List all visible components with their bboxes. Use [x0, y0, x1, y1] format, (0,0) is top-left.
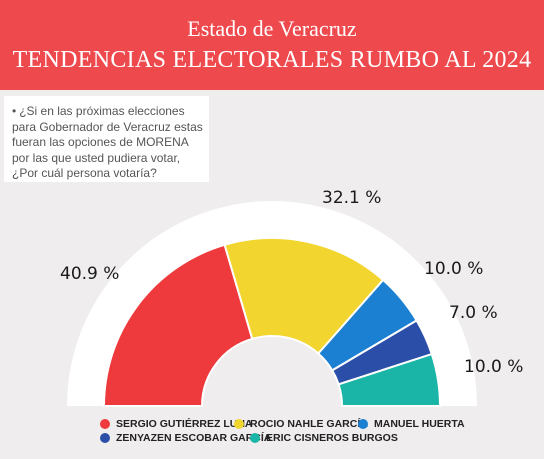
legend-swatch-0	[100, 419, 110, 429]
slice-0	[102, 243, 254, 407]
legend-swatch-1	[234, 419, 244, 429]
legend-item-2: MANUEL HUERTA	[358, 418, 465, 430]
slice-4	[337, 352, 442, 407]
legend-label-0: SERGIO GUTIÉRREZ LUNA	[116, 418, 253, 430]
legend-label-3: ZENYAZEN ESCOBAR GARCÍA	[116, 432, 272, 444]
header-state: Estado de Veracruz	[187, 16, 357, 41]
legend-item-3: ZENYAZEN ESCOBAR GARCÍA	[100, 432, 271, 444]
legend-item-4: ERIC CISNEROS BURGOS	[250, 432, 398, 444]
question-text: ¿Si en las próximas elecciones para Gobe…	[12, 104, 203, 180]
legend-swatch-2	[358, 419, 368, 429]
slice-label-2: 10.0 %	[424, 259, 484, 279]
legend-label-4: ERIC CISNEROS BURGOS	[266, 432, 398, 444]
slice-label-4: 10.0 %	[464, 357, 524, 377]
legend-item-1: ROCIO NAHLE GARCÍA	[234, 418, 368, 430]
chart-outer-ring	[67, 201, 477, 406]
header-banner: Estado de Veracruz TENDENCIAS ELECTORALE…	[0, 0, 544, 90]
slice-label-3: 7.0 %	[449, 303, 498, 323]
question-box: • ¿Si en las próximas elecciones para Gob…	[4, 96, 209, 182]
question-bullet: •	[12, 104, 17, 118]
legend-swatch-3	[100, 433, 110, 443]
slice-label-0: 40.9 %	[60, 264, 120, 284]
legend-label-1: ROCIO NAHLE GARCÍA	[250, 418, 368, 430]
legend-label-2: MANUEL HUERTA	[374, 418, 465, 430]
legend-swatch-4	[250, 433, 260, 443]
legend-item-0: SERGIO GUTIÉRREZ LUNA	[100, 418, 253, 430]
chart-slices	[102, 237, 442, 407]
header-title: TENDENCIAS ELECTORALES RUMBO AL 2024	[12, 47, 532, 73]
slice-label-1: 32.1 %	[322, 188, 382, 208]
